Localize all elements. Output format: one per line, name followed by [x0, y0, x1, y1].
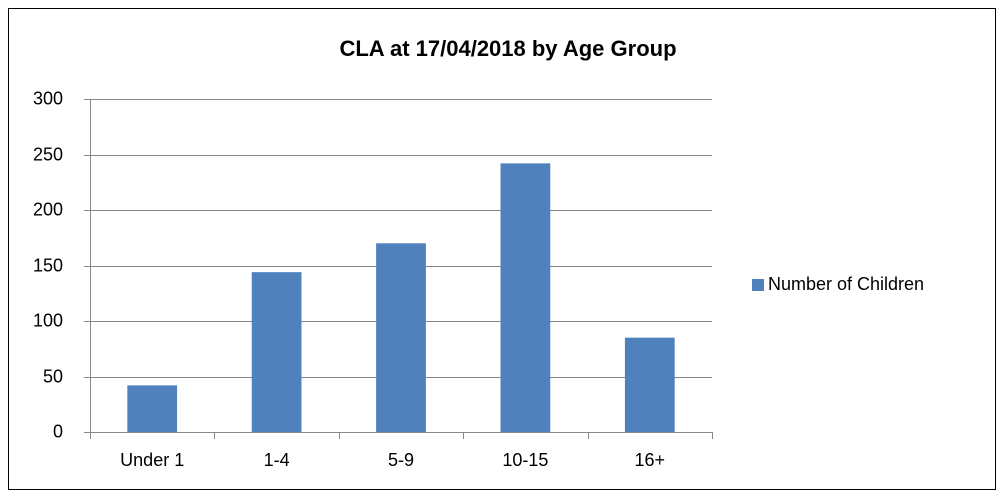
chart-title: CLA at 17/04/2018 by Age Group: [339, 36, 676, 61]
x-tick-label: 1-4: [264, 450, 290, 470]
bar: [127, 385, 178, 432]
legend-label: Number of Children: [768, 274, 924, 294]
bar: [500, 163, 551, 432]
y-tick-label: 250: [33, 144, 63, 164]
x-tick-label: 10-15: [502, 450, 548, 470]
x-tick-label: 5-9: [388, 450, 414, 470]
bar: [251, 272, 302, 432]
y-tick-label: 150: [33, 255, 63, 275]
y-tick-label: 200: [33, 199, 63, 219]
legend-swatch: [752, 279, 764, 291]
bar: [624, 337, 675, 432]
bar: [376, 243, 426, 432]
x-tick-label: 16+: [635, 450, 666, 470]
y-tick-label: 300: [33, 88, 63, 108]
y-tick-label: 100: [33, 310, 63, 330]
y-tick-label: 0: [53, 421, 63, 441]
x-tick-label: Under 1: [120, 450, 184, 470]
y-tick-label: 50: [43, 366, 63, 386]
